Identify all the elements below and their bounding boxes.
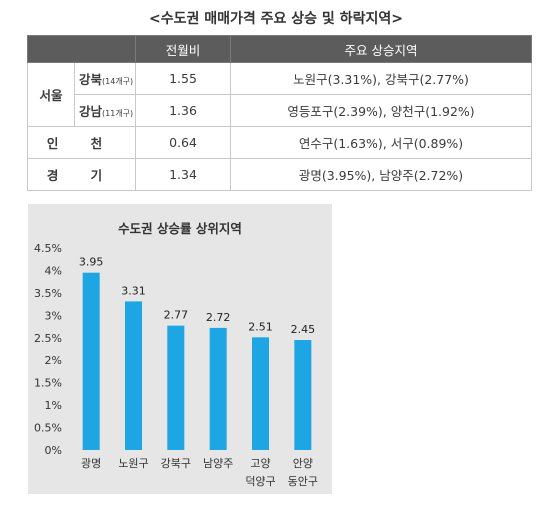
y-tick-label: 1%	[45, 399, 62, 412]
x-tick-label: 강북구	[161, 457, 191, 470]
bar-value-label: 2.45	[291, 323, 316, 336]
y-tick-label: 1.5%	[34, 377, 62, 390]
table-header-areas: 주요 상승지역	[230, 35, 532, 63]
change-value: 1.34	[135, 158, 231, 191]
bar	[209, 327, 227, 450]
sub-region-label: 강북(14개구)	[74, 62, 136, 95]
y-tick-label: 2%	[45, 354, 62, 367]
change-value: 1.36	[135, 94, 231, 127]
y-tick-label: 4%	[45, 264, 62, 277]
rising-areas: 광명(3.95%), 남양주(2.72%)	[230, 158, 532, 191]
y-tick-label: 4.5%	[34, 242, 62, 255]
change-value: 0.64	[135, 126, 231, 159]
table-header-blank	[27, 35, 136, 63]
table-row: 강남(11개구) 1.36 영등포구(2.39%), 양천구(1.92%)	[28, 94, 532, 127]
sub-region-label: 강남(11개구)	[74, 94, 136, 127]
bar-value-label: 2.77	[164, 309, 189, 322]
page-title: <수도권 매매가격 주요 상승 및 하락지역>	[149, 11, 403, 27]
y-tick-label: 3.5%	[34, 287, 62, 300]
x-tick-label: 동안구	[288, 475, 318, 488]
table-row: 경 기 1.34 광명(3.95%), 남양주(2.72%)	[27, 158, 532, 191]
x-tick-label: 노원구	[118, 457, 148, 470]
region-label: 경 기	[27, 158, 136, 191]
group-label-seoul: 서울	[27, 62, 75, 127]
bar	[125, 301, 142, 450]
table-header-change: 전월비	[135, 35, 231, 63]
x-tick-label: 남양주	[203, 457, 233, 470]
rising-areas: 영등포구(2.39%), 양천구(1.92%)	[230, 94, 532, 127]
rising-areas: 연수구(1.63%), 서구(0.89%)	[230, 126, 532, 159]
y-tick-label: 0.5%	[34, 422, 62, 435]
table-header-row: 전월비 주요 상승지역	[27, 35, 532, 63]
change-value: 1.55	[135, 62, 231, 95]
y-tick-label: 2.5%	[34, 332, 62, 345]
rising-areas: 노원구(3.31%), 강북구(2.77%)	[230, 62, 532, 95]
bar	[294, 340, 312, 450]
x-tick-label: 고양	[250, 457, 270, 470]
bar-value-label: 2.72	[206, 311, 231, 324]
bar	[167, 325, 185, 450]
bar-value-label: 2.51	[248, 320, 273, 333]
x-tick-label: 덕양구	[245, 475, 275, 488]
x-tick-label: 광명	[81, 457, 101, 470]
table-row: 인 천 0.64 연수구(1.63%), 서구(0.89%)	[27, 126, 532, 159]
bar-value-label: 3.31	[121, 284, 146, 297]
y-tick-label: 3%	[45, 309, 62, 322]
regional-change-table: 전월비 주요 상승지역 서울 강북(14개구) 1.55 노원구(3.31%),…	[27, 35, 532, 191]
chart-title: 수도권 상승률 상위지역	[118, 221, 242, 236]
bar	[252, 337, 269, 450]
bar	[82, 272, 100, 450]
region-label: 인 천	[27, 126, 136, 159]
chart-panel: 수도권 상승률 상위지역 0% 0.5% 1% 1.5% 2% 2.5% 3% 3.5% 4% 4…	[28, 204, 332, 494]
y-tick-label: 0%	[45, 444, 62, 457]
bar-chart: 0% 0.5% 1% 1.5% 2% 2.5% 3% 3.5% 4% 4.5% 3.95 광명 3.31…	[34, 242, 318, 488]
x-tick-label: 안양	[293, 457, 313, 470]
table-row: 서울 강북(14개구) 1.55 노원구(3.31%), 강북구(2.77%)	[27, 62, 532, 127]
bar-value-label: 3.95	[79, 256, 104, 269]
